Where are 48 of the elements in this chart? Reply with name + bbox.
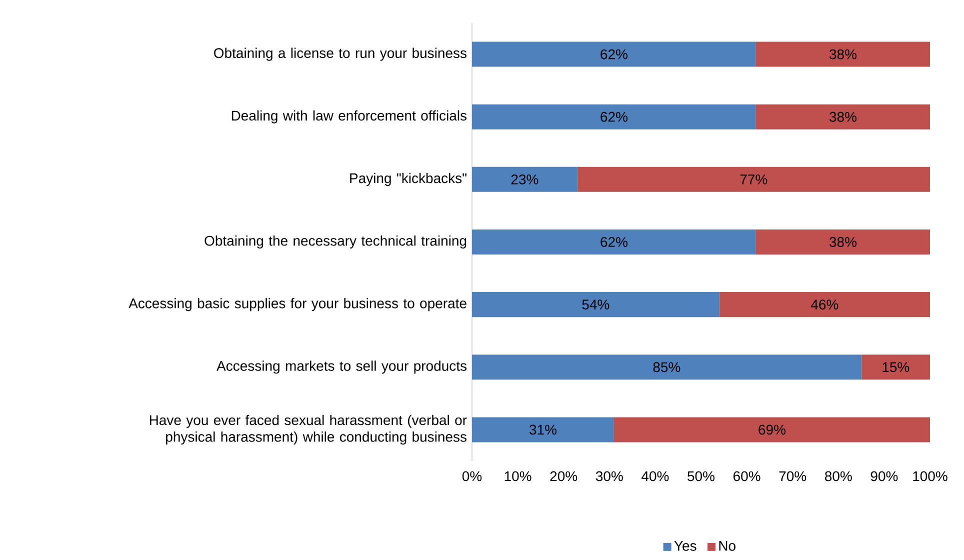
bar (756, 229, 930, 254)
bar (472, 292, 720, 318)
y-tick-label: Have you ever faced sexual harassment (verbal or physical harassment) while conducting business (150, 414, 467, 445)
data-label: 85% (653, 362, 680, 372)
x-tick-label: 0% (462, 471, 482, 482)
y-tick-label: Accessing markets to sell your products (216, 360, 467, 374)
data-label: 69% (758, 424, 786, 435)
data-label: 38% (829, 112, 856, 122)
bar (472, 104, 756, 130)
x-tick-label: 30% (596, 471, 623, 482)
data-label: 77% (740, 174, 768, 184)
y-tick-label: Paying "kickbacks" (350, 172, 466, 186)
x-tick-label: 20% (550, 471, 578, 482)
data-label: 62% (600, 112, 628, 122)
bar (472, 354, 862, 380)
bar (719, 292, 930, 318)
x-tick-label: 80% (824, 471, 852, 482)
bar (472, 166, 578, 192)
bar (472, 229, 756, 254)
x-tick-label: 10% (504, 471, 532, 482)
data-label: 23% (511, 174, 538, 184)
bar (861, 354, 930, 380)
x-tick-label: 90% (870, 471, 898, 482)
bar (756, 42, 930, 67)
bar (756, 104, 930, 130)
data-label: 62% (600, 237, 628, 247)
bar (472, 417, 614, 442)
data-label: 31% (530, 424, 556, 435)
x-tick-label: 40% (642, 471, 669, 482)
data-label: 54% (582, 300, 610, 310)
x-tick-label: 100% (913, 471, 948, 482)
y-tick-label: Accessing basic supplies for your business to operate (128, 298, 466, 312)
legend-label: Yes (674, 541, 696, 551)
y-tick-label: Dealing with law enforcement officials (232, 110, 467, 124)
data-label: 46% (810, 300, 838, 310)
x-tick-label: 50% (688, 471, 714, 482)
bar (614, 417, 930, 442)
bar (472, 42, 756, 67)
data-label: 62% (600, 49, 628, 60)
legend-label: No (719, 541, 736, 551)
data-label: 15% (882, 362, 910, 372)
data-label: 38% (829, 49, 856, 60)
bar (577, 166, 930, 192)
x-tick-label: 60% (733, 471, 760, 482)
y-tick-label: Obtaining a license to run your business (214, 48, 466, 61)
data-label: 38% (829, 237, 856, 247)
x-tick-label: 70% (779, 471, 806, 482)
y-tick-label: Obtaining the necessary technical training (204, 235, 466, 249)
